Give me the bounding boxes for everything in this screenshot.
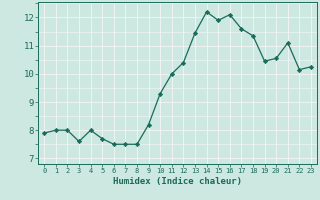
X-axis label: Humidex (Indice chaleur): Humidex (Indice chaleur) (113, 177, 242, 186)
